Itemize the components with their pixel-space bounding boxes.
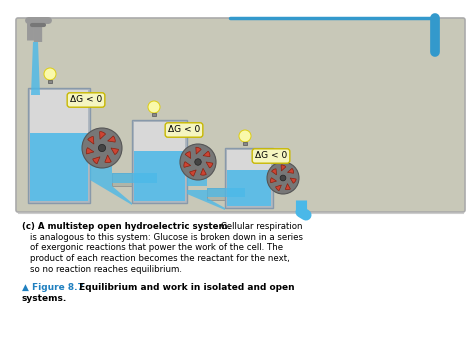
Wedge shape: [185, 152, 191, 158]
Bar: [227, 170, 271, 206]
Circle shape: [82, 128, 122, 168]
Circle shape: [44, 68, 56, 80]
Circle shape: [180, 144, 216, 180]
Bar: [90, 156, 112, 176]
Wedge shape: [272, 169, 276, 175]
Wedge shape: [86, 148, 94, 154]
Bar: [225, 148, 273, 208]
Text: Equilibrium and work in isolated and open: Equilibrium and work in isolated and ope…: [76, 283, 295, 292]
Text: product of each reaction becomes the reactant for the next,: product of each reaction becomes the rea…: [30, 254, 290, 263]
Bar: [30, 133, 88, 201]
Wedge shape: [190, 170, 196, 176]
Circle shape: [148, 101, 160, 113]
Circle shape: [195, 159, 201, 165]
Wedge shape: [203, 151, 210, 157]
Wedge shape: [290, 178, 296, 183]
Bar: [112, 173, 157, 186]
Wedge shape: [285, 184, 291, 190]
Bar: [134, 122, 185, 201]
Bar: [207, 188, 245, 200]
Wedge shape: [288, 168, 293, 173]
Wedge shape: [111, 148, 118, 154]
Wedge shape: [196, 147, 201, 154]
Polygon shape: [31, 42, 40, 95]
Circle shape: [280, 175, 286, 181]
Text: systems.: systems.: [22, 294, 67, 303]
Bar: [30, 90, 88, 201]
Wedge shape: [201, 168, 206, 175]
Text: Cellular respiration: Cellular respiration: [218, 222, 302, 231]
Circle shape: [239, 130, 251, 142]
Wedge shape: [281, 165, 286, 171]
Wedge shape: [206, 162, 213, 168]
Bar: [207, 188, 245, 197]
Wedge shape: [275, 185, 282, 191]
Text: so no reaction reaches equilibrium.: so no reaction reaches equilibrium.: [30, 264, 182, 273]
Text: (c) A multistep open hydroelectric system.: (c) A multistep open hydroelectric syste…: [22, 222, 231, 231]
Bar: [152, 113, 156, 115]
FancyBboxPatch shape: [16, 18, 465, 212]
Text: ΔG < 0: ΔG < 0: [255, 152, 287, 160]
Bar: [134, 151, 185, 201]
Bar: [48, 80, 52, 82]
Bar: [112, 173, 157, 183]
Bar: [28, 88, 90, 203]
Text: ΔG < 0: ΔG < 0: [70, 95, 102, 104]
Bar: [243, 142, 247, 144]
Text: ΔG < 0: ΔG < 0: [168, 126, 200, 135]
Wedge shape: [100, 132, 106, 139]
Circle shape: [99, 144, 106, 152]
Wedge shape: [184, 162, 191, 167]
Bar: [132, 120, 187, 203]
Polygon shape: [90, 176, 132, 205]
Text: of exergonic reactions that power the work of the cell. The: of exergonic reactions that power the wo…: [30, 244, 283, 252]
Bar: [227, 150, 271, 206]
Text: ▲ Figure 8.7: ▲ Figure 8.7: [22, 283, 84, 292]
Wedge shape: [108, 136, 115, 142]
Wedge shape: [88, 137, 94, 144]
Polygon shape: [187, 190, 225, 210]
Wedge shape: [271, 178, 276, 183]
Circle shape: [267, 162, 299, 194]
Text: is analogous to this system: Glucose is broken down in a series: is analogous to this system: Glucose is …: [30, 233, 303, 242]
Wedge shape: [93, 157, 100, 164]
Bar: [187, 168, 207, 186]
Wedge shape: [105, 155, 111, 163]
